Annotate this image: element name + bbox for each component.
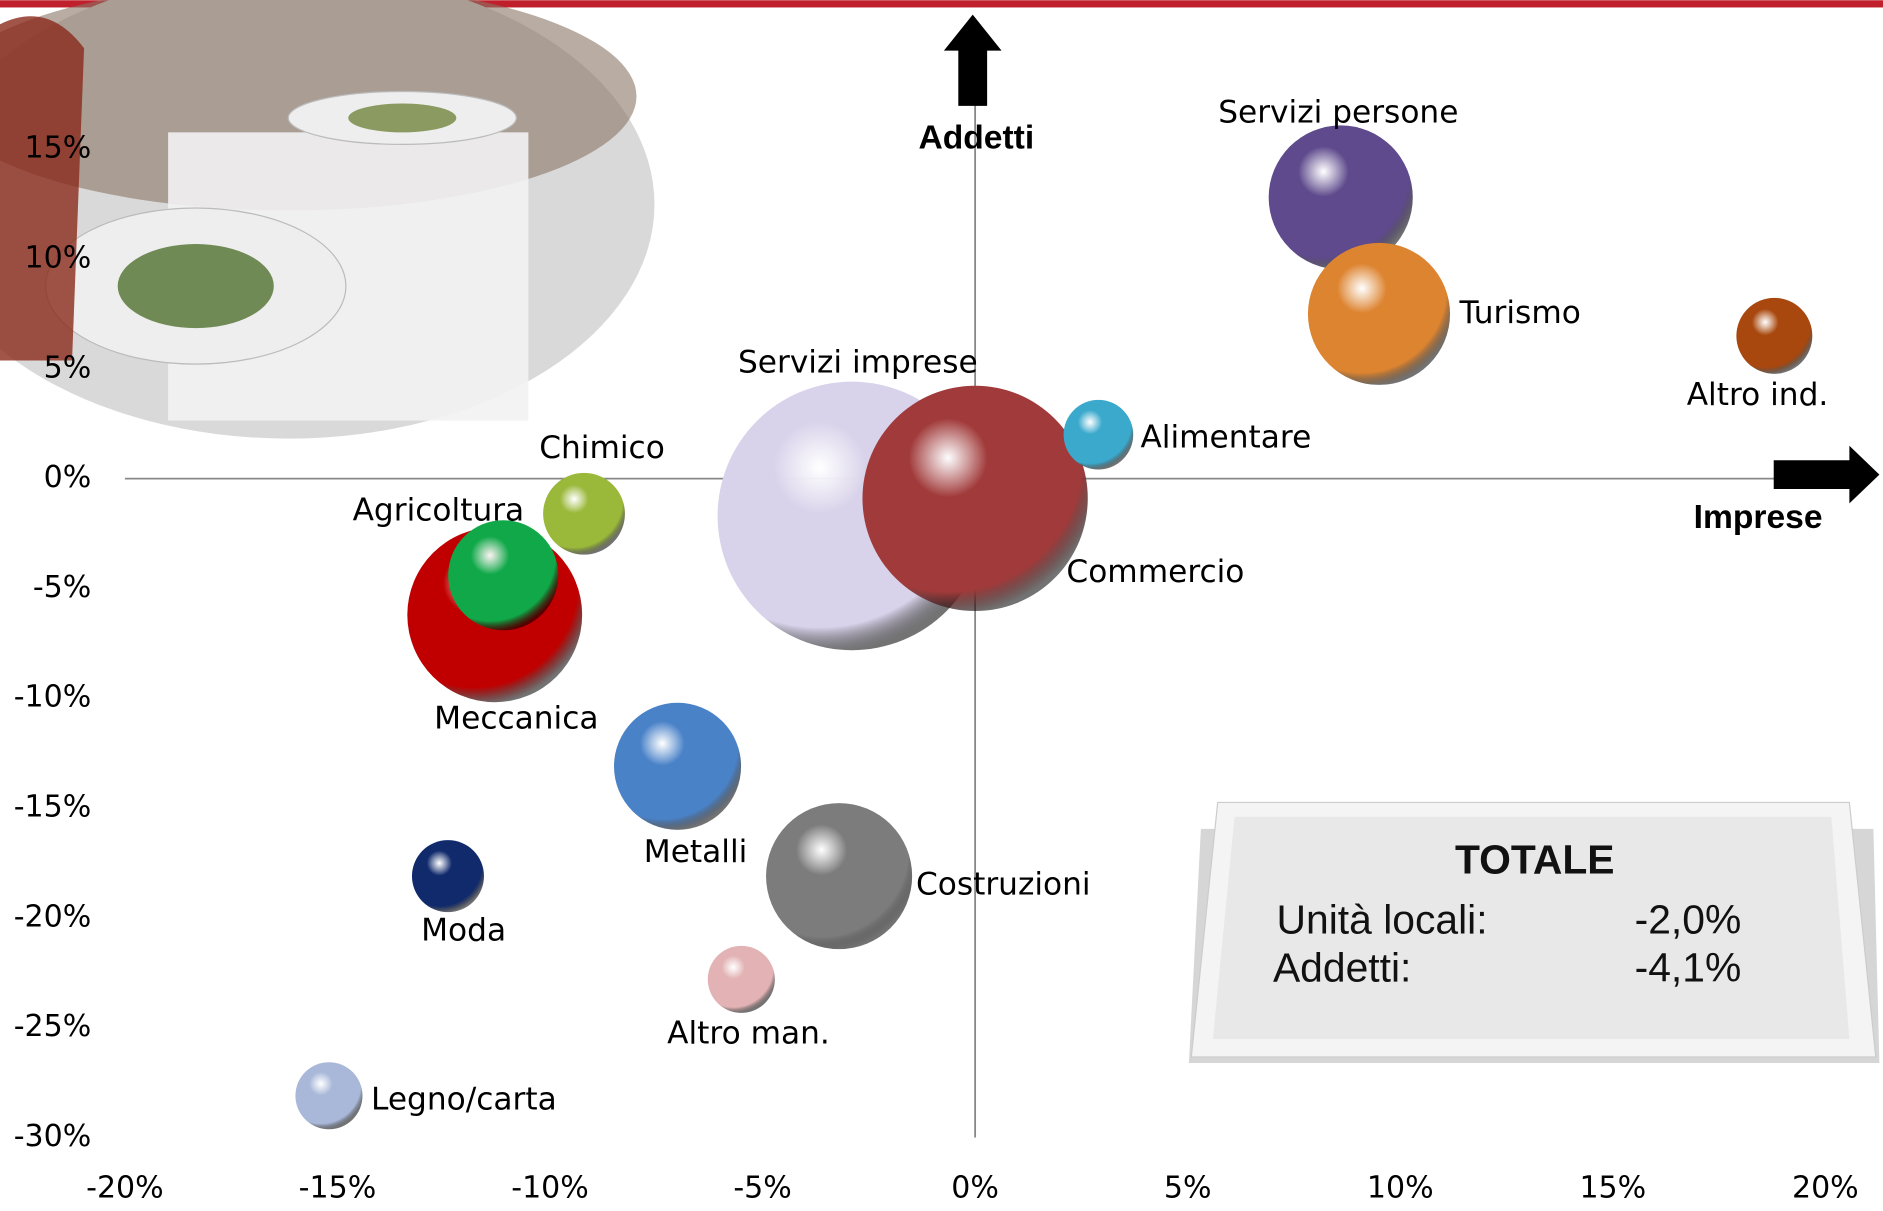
y-arrow xyxy=(943,14,1002,106)
x-tick-label: 10% xyxy=(1367,1171,1434,1206)
bubble-label: Costruzioni xyxy=(916,867,1091,903)
y-tick-label: -25% xyxy=(14,1009,92,1044)
summary-label: Unità locali: xyxy=(1277,896,1488,942)
summary-label: Addetti: xyxy=(1273,944,1411,990)
bubble xyxy=(1736,297,1813,374)
bubble-label: Altro man. xyxy=(667,1016,830,1052)
bubble xyxy=(411,840,485,913)
photo xyxy=(0,0,655,439)
bubble-label: Chimico xyxy=(539,430,665,466)
bubble-label: Servizi imprese xyxy=(738,344,978,380)
bubble-label: Commercio xyxy=(1066,554,1244,590)
x-tick-label: -20% xyxy=(86,1171,164,1206)
top-bar xyxy=(0,0,1883,8)
bubble xyxy=(613,702,742,830)
y-tick-label: -20% xyxy=(14,899,92,934)
bubble-label: Servizi persone xyxy=(1218,94,1458,130)
y-tick-label: -10% xyxy=(14,680,92,715)
y-axis-title: Addetti xyxy=(918,119,1034,156)
bubble xyxy=(1063,399,1134,470)
y-tick-label: 15% xyxy=(25,131,92,166)
bubble-label: Agricoltura xyxy=(353,493,525,529)
y-tick-label: 10% xyxy=(25,240,92,275)
y-tick-label: -30% xyxy=(14,1119,92,1154)
x-tick-label: 5% xyxy=(1164,1171,1212,1206)
bubble xyxy=(1268,125,1413,270)
x-tick-label: -5% xyxy=(733,1171,791,1206)
x-tick-label: -10% xyxy=(511,1171,589,1206)
summary-title: TOTALE xyxy=(1455,836,1615,882)
x-tick-label: 15% xyxy=(1579,1171,1646,1206)
bubble-label: Altro ind. xyxy=(1687,377,1829,413)
bubble-label: Turismo xyxy=(1458,295,1580,331)
bubble xyxy=(707,945,775,1013)
bubble xyxy=(295,1062,363,1130)
y-tick-label: -5% xyxy=(33,570,91,605)
summary-box: TOTALE Unità locali: -2,0% Addetti: -4,1… xyxy=(1188,801,1880,1064)
summary-value: -2,0% xyxy=(1635,896,1742,942)
x-tick-label: -15% xyxy=(299,1171,377,1206)
bubble xyxy=(1307,242,1451,385)
bubble-label: Metalli xyxy=(644,834,748,870)
bubble-label: Legno/carta xyxy=(371,1082,557,1118)
bubble-label: Meccanica xyxy=(434,700,598,736)
bubble xyxy=(766,803,913,950)
x-tick-label: 0% xyxy=(951,1171,999,1206)
x-tick-label: 20% xyxy=(1792,1171,1859,1206)
bubble xyxy=(862,385,1088,612)
x-axis-title: Imprese xyxy=(1694,499,1823,536)
bubble xyxy=(543,472,625,555)
bubble-label: Alimentare xyxy=(1140,419,1311,455)
y-tick-label: 5% xyxy=(44,350,92,385)
y-tick-label: -15% xyxy=(14,790,92,825)
summary-value: -4,1% xyxy=(1635,944,1742,990)
x-arrow xyxy=(1773,445,1880,504)
bubbles xyxy=(295,125,1813,1130)
bubble xyxy=(448,520,559,631)
y-tick-label: 0% xyxy=(44,460,92,495)
bubble-label: Moda xyxy=(421,912,506,948)
